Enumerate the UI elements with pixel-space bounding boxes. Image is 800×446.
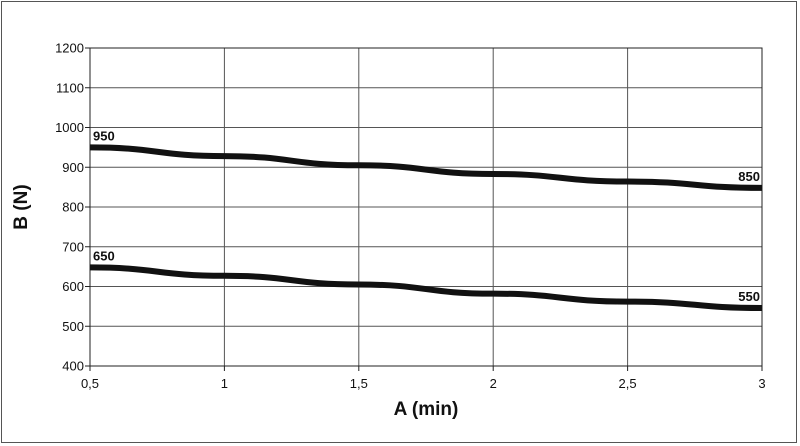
y-axis-label: B (N) xyxy=(11,184,32,229)
y-tick-label: 900 xyxy=(62,160,84,175)
series-lines xyxy=(89,144,763,311)
x-tick-label: 1,5 xyxy=(350,376,368,391)
series-line-2 xyxy=(89,264,763,311)
series-end-label: 550 xyxy=(738,289,760,304)
series-start-label: 950 xyxy=(93,128,115,143)
data-labels: 950 850 650 550 xyxy=(93,128,760,304)
x-tick-label: 2,5 xyxy=(619,376,637,391)
x-axis-label: A (min) xyxy=(394,399,459,420)
y-tick-label: 700 xyxy=(62,239,84,254)
y-tick-label: 1000 xyxy=(55,120,84,135)
x-tick-label: 0,5 xyxy=(81,376,99,391)
x-tick-label: 2 xyxy=(490,376,497,391)
x-axis-ticks: 0,5 1 1,5 2 2,5 3 xyxy=(81,366,766,391)
x-tick-label: 3 xyxy=(758,376,765,391)
series-start-label: 650 xyxy=(93,248,115,263)
x-tick-label: 1 xyxy=(221,376,228,391)
grid xyxy=(89,47,763,367)
series-end-label: 850 xyxy=(738,169,760,184)
series-line-1 xyxy=(89,144,763,191)
y-axis-ticks: 400 500 600 700 800 900 1000 1100 1200 xyxy=(55,41,90,374)
y-tick-label: 800 xyxy=(62,200,84,215)
y-tick-label: 600 xyxy=(62,279,84,294)
y-tick-label: 1200 xyxy=(55,41,84,56)
y-tick-label: 400 xyxy=(62,359,84,374)
y-tick-label: 1100 xyxy=(56,80,84,95)
y-tick-label: 500 xyxy=(62,319,84,334)
